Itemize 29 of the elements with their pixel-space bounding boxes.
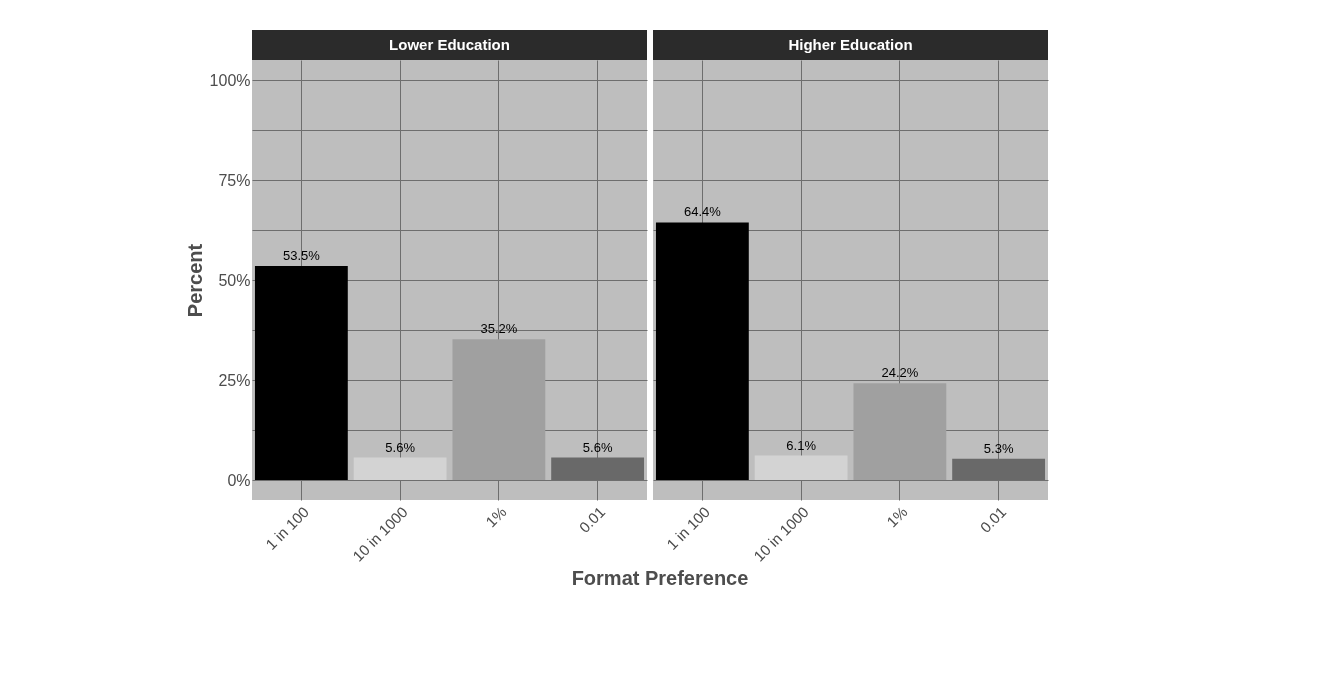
bar [353,457,447,480]
bar [754,455,848,480]
x-axis-title: Format Preference [571,567,749,589]
y-axis-title: Percent [183,243,206,318]
data-label: 64.4% [683,204,722,220]
x-tick-label: 1 in 100 [663,503,713,553]
data-label: 5.6% [582,439,613,455]
y-tick-label: 50% [218,271,251,289]
y-tick-label: 100% [209,71,251,89]
y-tick-label: 0% [227,471,251,489]
bar [254,266,348,480]
chart-title: Lower Education [389,36,510,53]
data-label: 5.6% [385,439,416,455]
bar [655,222,749,480]
data-label: 35.2% [480,321,518,337]
data-label: 5.3% [983,440,1014,456]
x-tick-label: 0.01 [575,503,609,536]
y-tick-label: 75% [218,171,251,189]
y-tick-label: 25% [218,371,251,389]
x-tick-label: 1% [482,503,510,531]
data-label: 24.2% [881,365,919,381]
bar [452,339,546,480]
data-label: 6.1% [786,437,817,453]
chart-title: Higher Education [788,36,913,53]
x-tick-label: 1% [883,503,911,531]
bar [853,383,947,480]
data-label: 53.5% [282,248,321,263]
x-tick-label: 0.01 [976,503,1010,536]
x-tick-label: 1 in 100 [262,503,312,553]
